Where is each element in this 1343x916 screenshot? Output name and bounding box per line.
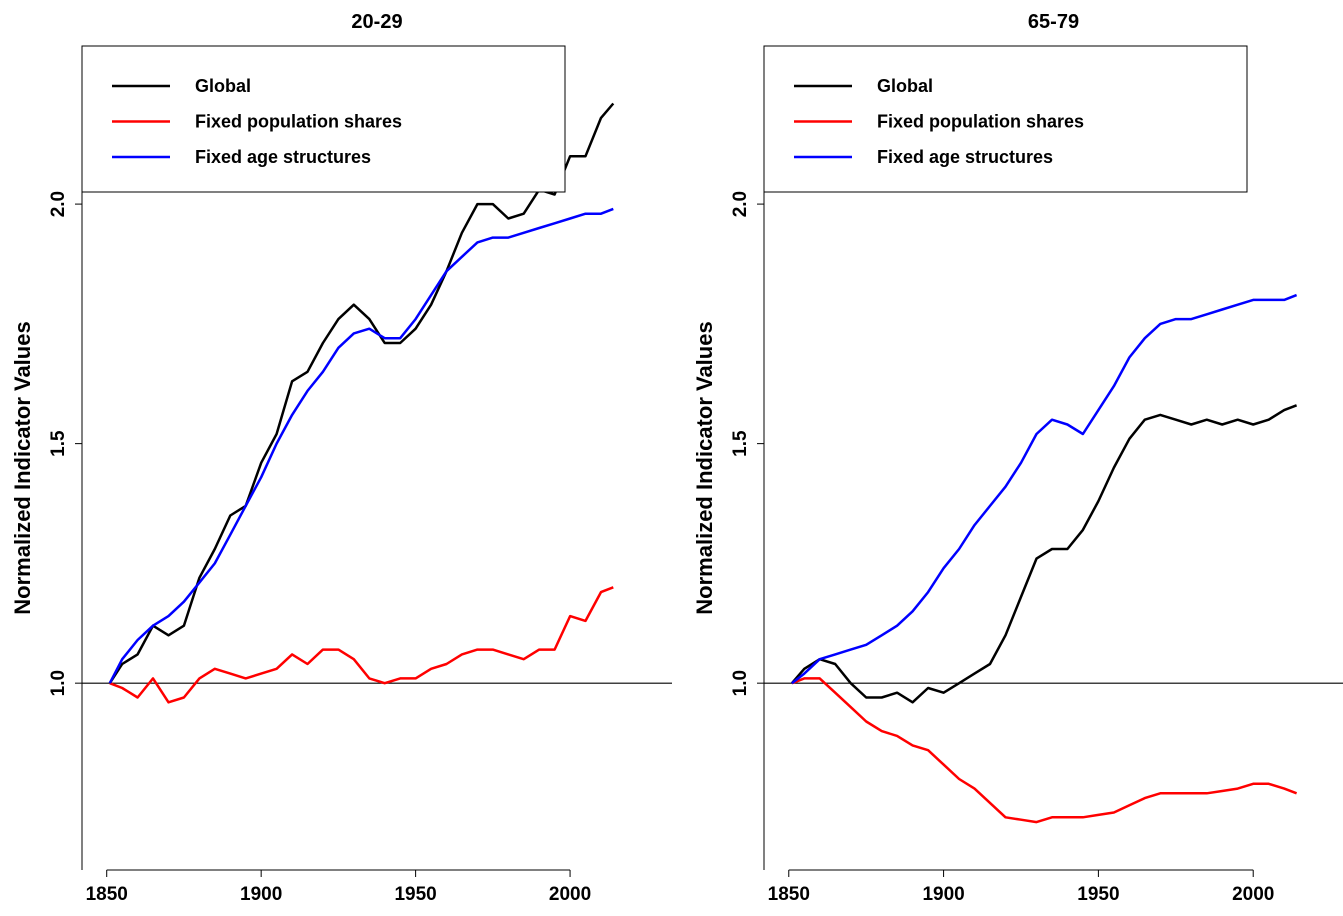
x-tick-label: 1850 bbox=[768, 884, 810, 905]
series-line bbox=[791, 293, 1298, 685]
y-tick-label: 1.0 bbox=[48, 670, 69, 696]
x-tick-label: 1950 bbox=[394, 884, 436, 905]
y-tick-label: 1.5 bbox=[730, 430, 751, 457]
x-tick-label: 2000 bbox=[549, 884, 591, 905]
legend-box bbox=[763, 45, 1248, 193]
series-line bbox=[109, 586, 614, 704]
legend-label: Fixed age structures bbox=[877, 147, 1053, 167]
x-tick-label: 2000 bbox=[1232, 884, 1274, 905]
legend: Global Fixed population shares Fixed age s… bbox=[81, 45, 566, 193]
legend-label: Global bbox=[877, 76, 933, 96]
series-line bbox=[791, 677, 1298, 824]
y-tick-label: 2.0 bbox=[48, 191, 69, 217]
y-tick-label: 1.5 bbox=[48, 430, 69, 457]
legend-box bbox=[81, 45, 566, 193]
series-line bbox=[108, 207, 614, 684]
x-tick-label: 1850 bbox=[86, 884, 128, 905]
y-axis-title: Normalized Indicator Values bbox=[10, 321, 35, 614]
panel: 20-29 Normalized Indicator Values 1.0 1.5 2.… bbox=[10, 11, 672, 905]
x-tick-label: 1900 bbox=[240, 884, 282, 905]
series-line bbox=[108, 102, 615, 684]
legend-label: Fixed population shares bbox=[195, 112, 402, 132]
panel-title: 65-79 bbox=[1028, 11, 1079, 33]
x-tick-label: 1900 bbox=[922, 884, 964, 905]
panel: 65-79 Normalized Indicator Values 1.0 1.5 2.… bbox=[692, 11, 1343, 905]
series-line bbox=[790, 404, 1298, 704]
legend: Global Fixed population shares Fixed age s… bbox=[763, 45, 1248, 193]
y-tick-label: 1.0 bbox=[730, 670, 751, 696]
y-axis-title: Normalized Indicator Values bbox=[692, 321, 717, 614]
legend-label: Global bbox=[195, 76, 251, 96]
legend-label: Fixed population shares bbox=[877, 112, 1084, 132]
y-tick-label: 2.0 bbox=[730, 191, 751, 217]
panel-title: 20-29 bbox=[351, 11, 402, 33]
legend-label: Fixed age structures bbox=[195, 147, 371, 167]
x-tick-label: 1950 bbox=[1077, 884, 1119, 905]
